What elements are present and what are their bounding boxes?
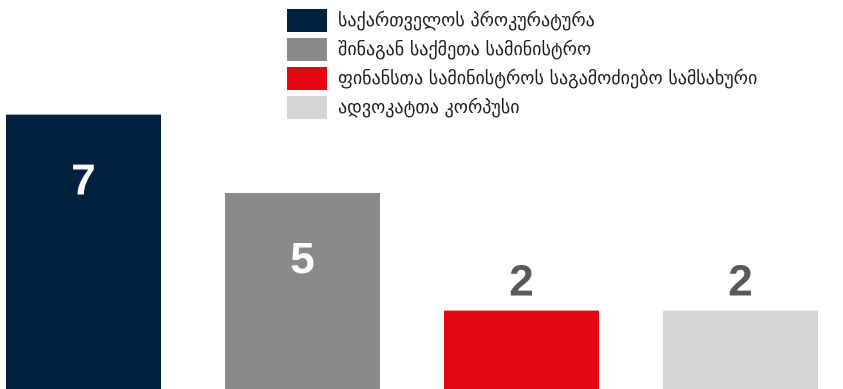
bar-prosecutor bbox=[6, 114, 161, 389]
legend-swatch-interior bbox=[287, 37, 327, 61]
chart-legend: საქართველოს პროკურატურა შინაგან საქმეთა … bbox=[287, 7, 757, 123]
bar-value-label-finance: 2 bbox=[509, 257, 533, 306]
legend-label-prosecutor: საქართველოს პროკურატურა bbox=[338, 9, 595, 31]
legend-label-interior: შინაგან საქმეთა სამინისტრო bbox=[338, 38, 592, 60]
bar-value-label-prosecutor: 7 bbox=[71, 156, 95, 205]
legend-label-finance: ფინანსთა სამინისტროს საგამოძიებო სამსახუ… bbox=[338, 67, 758, 89]
legend-item-prosecutor: საქართველოს პროკურატურა bbox=[287, 7, 757, 33]
legend-swatch-finance bbox=[287, 66, 327, 90]
bar-finance bbox=[444, 310, 599, 389]
bar-value-label-interior: 5 bbox=[290, 234, 314, 283]
legend-swatch-bar-association bbox=[287, 95, 327, 119]
legend-swatch-prosecutor bbox=[287, 8, 327, 32]
legend-item-bar-association: ადვოკატთა კორპუსი bbox=[287, 94, 757, 120]
legend-item-interior: შინაგან საქმეთა სამინისტრო bbox=[287, 36, 757, 62]
legend-item-finance: ფინანსთა სამინისტროს საგამოძიებო სამსახუ… bbox=[287, 65, 757, 91]
bar-bar-association bbox=[663, 310, 818, 389]
bar-value-label-bar-association: 2 bbox=[728, 257, 752, 306]
legend-label-bar-association: ადვოკატთა კორპუსი bbox=[338, 96, 520, 118]
bar-interior bbox=[225, 193, 380, 389]
